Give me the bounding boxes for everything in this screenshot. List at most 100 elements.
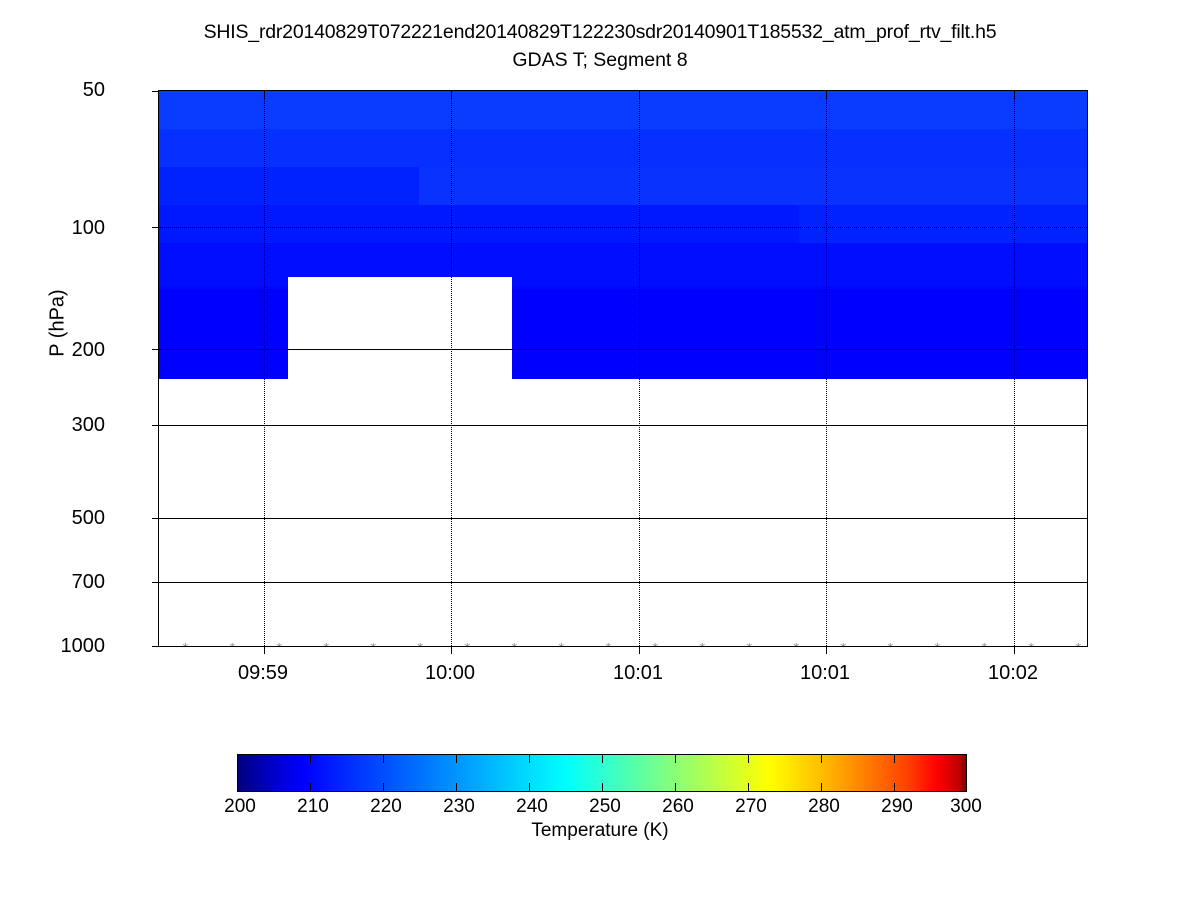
gridline-horizontal-500 — [159, 518, 1087, 519]
colorbar-tick — [894, 754, 895, 763]
colorbar-tick — [675, 783, 676, 792]
x-tick-label-1001b: 10:01 — [799, 662, 851, 684]
colorbar-tick — [602, 783, 603, 792]
y-tick-label-100: 100 — [71, 217, 105, 239]
colorbar-tick-label-300: 300 — [950, 796, 982, 817]
y-tick-label-200: 200 — [71, 339, 105, 361]
colorbar-tick — [821, 783, 822, 792]
gridline-horizontal-200 — [159, 349, 1087, 350]
y-tick-mark-50 — [152, 91, 159, 92]
y-tick-label-500: 500 — [71, 507, 105, 529]
heatmap-nodata-notch — [288, 277, 512, 379]
y-tick-label-1000: 1000 — [60, 635, 106, 657]
colorbar-tick — [748, 783, 749, 792]
colorbar-tick-label-290: 290 — [881, 796, 913, 817]
data-point-marker: ∗ — [510, 640, 519, 646]
colorbar-tick — [675, 754, 676, 763]
colorbar-tick-label-200: 200 — [224, 796, 256, 817]
colorbar-tick-label-210: 210 — [297, 796, 329, 817]
data-region: ∗ ∗ ∗ ∗ ∗ ∗ ∗ ∗ ∗ ∗ ∗ ∗ ∗ ∗ ∗ ∗ ∗ ∗ ∗ ∗ — [159, 91, 1087, 646]
colorbar-tick — [456, 754, 457, 763]
data-point-marker: ∗ — [557, 640, 566, 646]
x-tick-mark-top-1000 — [451, 91, 452, 99]
data-point-marker: ∗ — [275, 640, 284, 646]
data-point-marker: ∗ — [369, 640, 378, 646]
heatmap-cell — [159, 91, 1087, 129]
data-point-marker: ∗ — [980, 640, 989, 646]
x-tick-mark-1001a — [639, 646, 640, 654]
colorbar-tick — [894, 783, 895, 792]
colorbar-tick — [529, 754, 530, 763]
colorbar-tick — [383, 754, 384, 763]
colorbar-tick-label-270: 270 — [735, 796, 767, 817]
data-point-marker: ∗ — [416, 640, 425, 646]
x-tick-mark-top-1001b — [826, 91, 827, 99]
x-tick-mark-1000 — [451, 646, 452, 654]
colorbar-tick — [529, 783, 530, 792]
data-point-marker: ∗ — [651, 640, 660, 646]
colorbar-tick — [456, 783, 457, 792]
colorbar-tick-label-280: 280 — [808, 796, 840, 817]
data-point-marker: ∗ — [181, 640, 190, 646]
heatmap-cell — [799, 205, 1087, 243]
x-tick-label-1001a: 10:01 — [612, 662, 664, 684]
heatmap-cell — [159, 286, 1087, 289]
y-tick-mark-100 — [152, 227, 159, 228]
y-tick-mark-500 — [152, 518, 159, 519]
data-point-marker: ∗ — [463, 640, 472, 646]
y-axis-label: P (hPa) — [46, 289, 69, 357]
data-point-marker: ∗ — [322, 640, 331, 646]
data-point-marker: ∗ — [698, 640, 707, 646]
y-tick-mark-200 — [152, 349, 159, 350]
x-tick-label-1000: 10:00 — [424, 662, 476, 684]
figure-subtitle: GDAS T; Segment 8 — [512, 49, 688, 71]
y-tick-mark-300 — [152, 425, 159, 426]
y-tick-label-300: 300 — [71, 414, 105, 436]
colorbar-tick — [310, 754, 311, 763]
colorbar[interactable] — [237, 754, 967, 792]
gridline-vertical-1001b — [826, 91, 827, 646]
colorbar-tick-label-240: 240 — [516, 796, 548, 817]
x-tick-mark-top-0959 — [264, 91, 265, 99]
heatmap-cell — [159, 129, 1087, 167]
gridline-horizontal-300 — [159, 425, 1087, 426]
data-point-marker: ∗ — [1027, 640, 1036, 646]
colorbar-tick — [821, 754, 822, 763]
x-tick-mark-0959 — [264, 646, 265, 654]
x-tick-label-1002: 10:02 — [987, 662, 1039, 684]
colorbar-tick-label-260: 260 — [662, 796, 694, 817]
data-point-marker: ∗ — [745, 640, 754, 646]
gridline-vertical-1000 — [451, 91, 452, 646]
heatmap-cell — [419, 167, 1087, 205]
data-point-marker: ∗ — [1074, 640, 1083, 646]
x-tick-mark-top-1001a — [639, 91, 640, 99]
x-tick-mark-1002 — [1014, 646, 1015, 654]
y-tick-label-700: 700 — [71, 571, 105, 593]
colorbar-title: Temperature (K) — [531, 820, 669, 841]
title-block: SHIS_rdr20140829T072221end20140829T12223… — [0, 20, 1200, 72]
y-tick-mark-700 — [152, 582, 159, 583]
x-tick-label-0959: 09:59 — [237, 662, 289, 684]
gridline-vertical-1002 — [1014, 91, 1015, 646]
colorbar-tick-label-250: 250 — [589, 796, 621, 817]
data-point-marker: ∗ — [792, 640, 801, 646]
x-tick-mark-top-1002 — [1014, 91, 1015, 99]
gridline-horizontal-700 — [159, 582, 1087, 583]
colorbar-tick-label-220: 220 — [370, 796, 402, 817]
data-point-marker: ∗ — [886, 640, 895, 646]
plot-axes[interactable]: ∗ ∗ ∗ ∗ ∗ ∗ ∗ ∗ ∗ ∗ ∗ ∗ ∗ ∗ ∗ ∗ ∗ ∗ ∗ ∗ — [152, 90, 1088, 654]
data-point-marker: ∗ — [933, 640, 942, 646]
colorbar-tick — [748, 754, 749, 763]
figure-title: SHIS_rdr20140829T072221end20140829T12223… — [203, 21, 997, 43]
heatmap-cell — [159, 205, 799, 243]
colorbar-tick — [602, 754, 603, 763]
colorbar-tick — [383, 783, 384, 792]
y-tick-label-50: 50 — [82, 79, 105, 101]
colorbar-tick — [310, 783, 311, 792]
data-point-marker: ∗ — [604, 640, 613, 646]
heatmap-cell — [159, 167, 419, 205]
gridline-vertical-0959 — [264, 91, 265, 646]
y-tick-mark-1000 — [152, 646, 159, 647]
colorbar-tick-label-230: 230 — [443, 796, 475, 817]
